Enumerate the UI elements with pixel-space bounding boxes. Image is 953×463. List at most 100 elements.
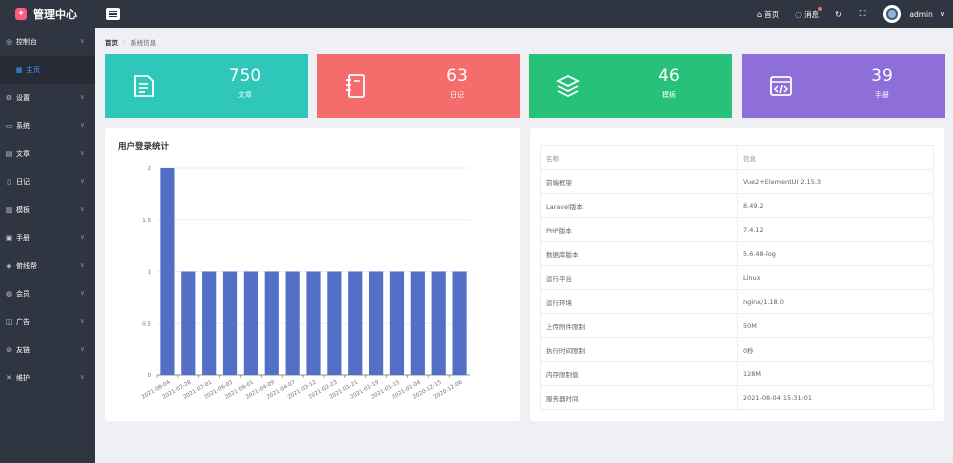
chevron-down-icon: ∨: [79, 205, 85, 213]
sidebar-item-label: 主页: [26, 66, 40, 74]
info-key: 数据库版本: [540, 241, 738, 266]
y-tick-label: 2: [148, 166, 152, 172]
login-bar-chart: 00.511.522021-08-042021-07-282021-07-012…: [141, 166, 470, 401]
notebook-icon: [346, 74, 365, 98]
chart-bar[interactable]: [389, 271, 405, 376]
chart-bar[interactable]: [327, 271, 342, 376]
sidebar-item-12[interactable]: ✕ 维护 ∨: [0, 364, 95, 392]
fullscreen-icon: ⛶: [859, 9, 866, 18]
messages-label: 消息: [804, 9, 820, 19]
sidebar-item-9[interactable]: ◍ 会员 ∨: [0, 280, 95, 308]
messages-link[interactable]: ◌ 消息: [795, 6, 823, 20]
stat-value: 750: [228, 66, 262, 86]
sidebar-item-11[interactable]: ⊘ 友链 ∨: [0, 336, 95, 364]
table-row: 前端框架 Vue2+ElementUI 2.15.3: [540, 169, 934, 194]
username[interactable]: admin: [909, 9, 933, 19]
avatar[interactable]: [883, 5, 902, 23]
notebook-icon: ▯: [7, 178, 11, 186]
logo[interactable]: ✦ 管理中心: [0, 0, 95, 28]
link-icon: ⊘: [6, 346, 12, 354]
info-key: 服务器时间: [540, 385, 738, 410]
code-window-icon: [770, 76, 792, 96]
chevron-down-icon: ∨: [79, 289, 85, 297]
sidebar-item-label: 模板: [16, 206, 30, 214]
table-row: 服务器时间 2021-08-04 15:31:01: [540, 385, 934, 410]
sidebar-item-7[interactable]: ▣ 手册 ∨: [0, 224, 95, 252]
info-key: 前端框架: [540, 169, 738, 194]
chevron-down-icon: ∨: [79, 345, 85, 353]
sidebar-item-label: 系统: [16, 122, 30, 130]
chevron-down-icon: ∨: [79, 121, 85, 129]
info-value: 0秒: [737, 337, 934, 362]
ad-icon: ◫: [5, 318, 13, 326]
chart-title: 用户登录统计: [118, 142, 170, 152]
breadcrumb-current: 系统信息: [130, 39, 157, 47]
template-icon: ▥: [5, 206, 13, 214]
sidebar-item-label: 维护: [16, 374, 30, 382]
stat-label: 日记: [450, 91, 464, 99]
chevron-down-icon: ∨: [79, 317, 85, 325]
chart-bar[interactable]: [222, 271, 238, 376]
login-chart-panel: 用户登录统计 0 0.5 1 1.5 2 2021-08-04 2021-07-28 2021…: [105, 128, 520, 421]
sidebar-item-3[interactable]: ▭ 系统 ∨: [0, 112, 95, 140]
sidebar-item-label: 广告: [16, 318, 30, 326]
sidebar-item-0[interactable]: ◎ 控制台 ∨: [0, 28, 95, 56]
refresh-button[interactable]: ↻: [835, 10, 844, 19]
chart-bar[interactable]: [285, 271, 300, 376]
grid-icon: ▦: [15, 66, 23, 74]
chart-bar[interactable]: [369, 271, 384, 376]
home-link-label: 首页: [764, 9, 780, 19]
manual-icon: ▣: [5, 234, 13, 242]
refresh-icon: ↻: [835, 9, 842, 19]
info-value: 信息: [737, 145, 934, 170]
chart-bar[interactable]: [348, 271, 363, 376]
fullscreen-button[interactable]: ⛶: [860, 9, 868, 19]
info-value: 128M: [737, 361, 934, 386]
gear-icon: ⚙: [5, 94, 13, 102]
chart-bar[interactable]: [160, 168, 175, 375]
table-row: 数据库版本 5.6.48-log: [540, 241, 934, 266]
breadcrumb-home[interactable]: 首页: [105, 39, 118, 47]
sidebar-item-6[interactable]: ▥ 模板 ∨: [0, 196, 95, 224]
article-icon: ▤: [5, 150, 13, 158]
chart-bar[interactable]: [431, 271, 446, 376]
sidebar-item-5[interactable]: ▯ 日记 ∨: [0, 168, 95, 196]
sidebar-item-10[interactable]: ◫ 广告 ∨: [0, 308, 95, 336]
chart-bar[interactable]: [410, 271, 425, 376]
stat-card-manuals[interactable]: 39 手册: [742, 54, 945, 118]
sidebar-item-label: 俯线帮: [16, 262, 37, 270]
chevron-down-icon[interactable]: ∨: [939, 10, 945, 18]
stat-card-articles[interactable]: 750 文章: [105, 54, 308, 118]
chart-bar[interactable]: [202, 271, 217, 376]
logo-icon: ✦: [15, 8, 27, 20]
chart-bar[interactable]: [264, 271, 279, 376]
stat-card-templates[interactable]: 46 模板: [529, 54, 732, 118]
chart-bar[interactable]: [452, 271, 467, 376]
y-tick-label: 0: [148, 373, 152, 379]
sidebar-item-8[interactable]: ◈ 俯线帮 ∨: [0, 252, 95, 280]
home-link[interactable]: ⌂ 首页: [757, 9, 779, 20]
help-icon: ◈: [6, 262, 12, 270]
topbar-actions: ⌂ 首页 ◌ 消息 ↻ ⛶ admin ∨: [757, 0, 945, 28]
sidebar-item-4[interactable]: ▤ 文章 ∨: [0, 140, 95, 168]
info-key: 运行平台: [540, 265, 738, 290]
home-icon: ⌂: [757, 9, 763, 19]
table-row: 运行环境 nginx/1.18.0: [540, 289, 934, 314]
topbar: ⌂ 首页 ◌ 消息 ↻ ⛶ admin ∨: [95, 0, 953, 28]
info-key: Laravel版本: [540, 193, 738, 218]
stat-card-diary[interactable]: 63 日记: [317, 54, 520, 118]
chart-bar[interactable]: [181, 271, 196, 376]
y-tick-label: 0.5: [142, 321, 151, 327]
sidebar-item-label: 控制台: [16, 38, 37, 46]
menu-toggle-button[interactable]: [106, 8, 120, 20]
sidebar-item-2[interactable]: ⚙ 设置 ∨: [0, 84, 95, 112]
sidebar-item-label: 友链: [16, 346, 30, 354]
sidebar-item-label: 会员: [16, 290, 30, 298]
stat-label: 模板: [662, 91, 676, 99]
chart-bar[interactable]: [306, 271, 321, 376]
wrench-icon: ✕: [6, 374, 12, 382]
sidebar-item-1[interactable]: ▦ 主页: [0, 56, 95, 84]
chevron-down-icon: ∨: [79, 149, 85, 157]
stat-value: 46: [658, 66, 680, 86]
chart-bar[interactable]: [243, 271, 258, 376]
